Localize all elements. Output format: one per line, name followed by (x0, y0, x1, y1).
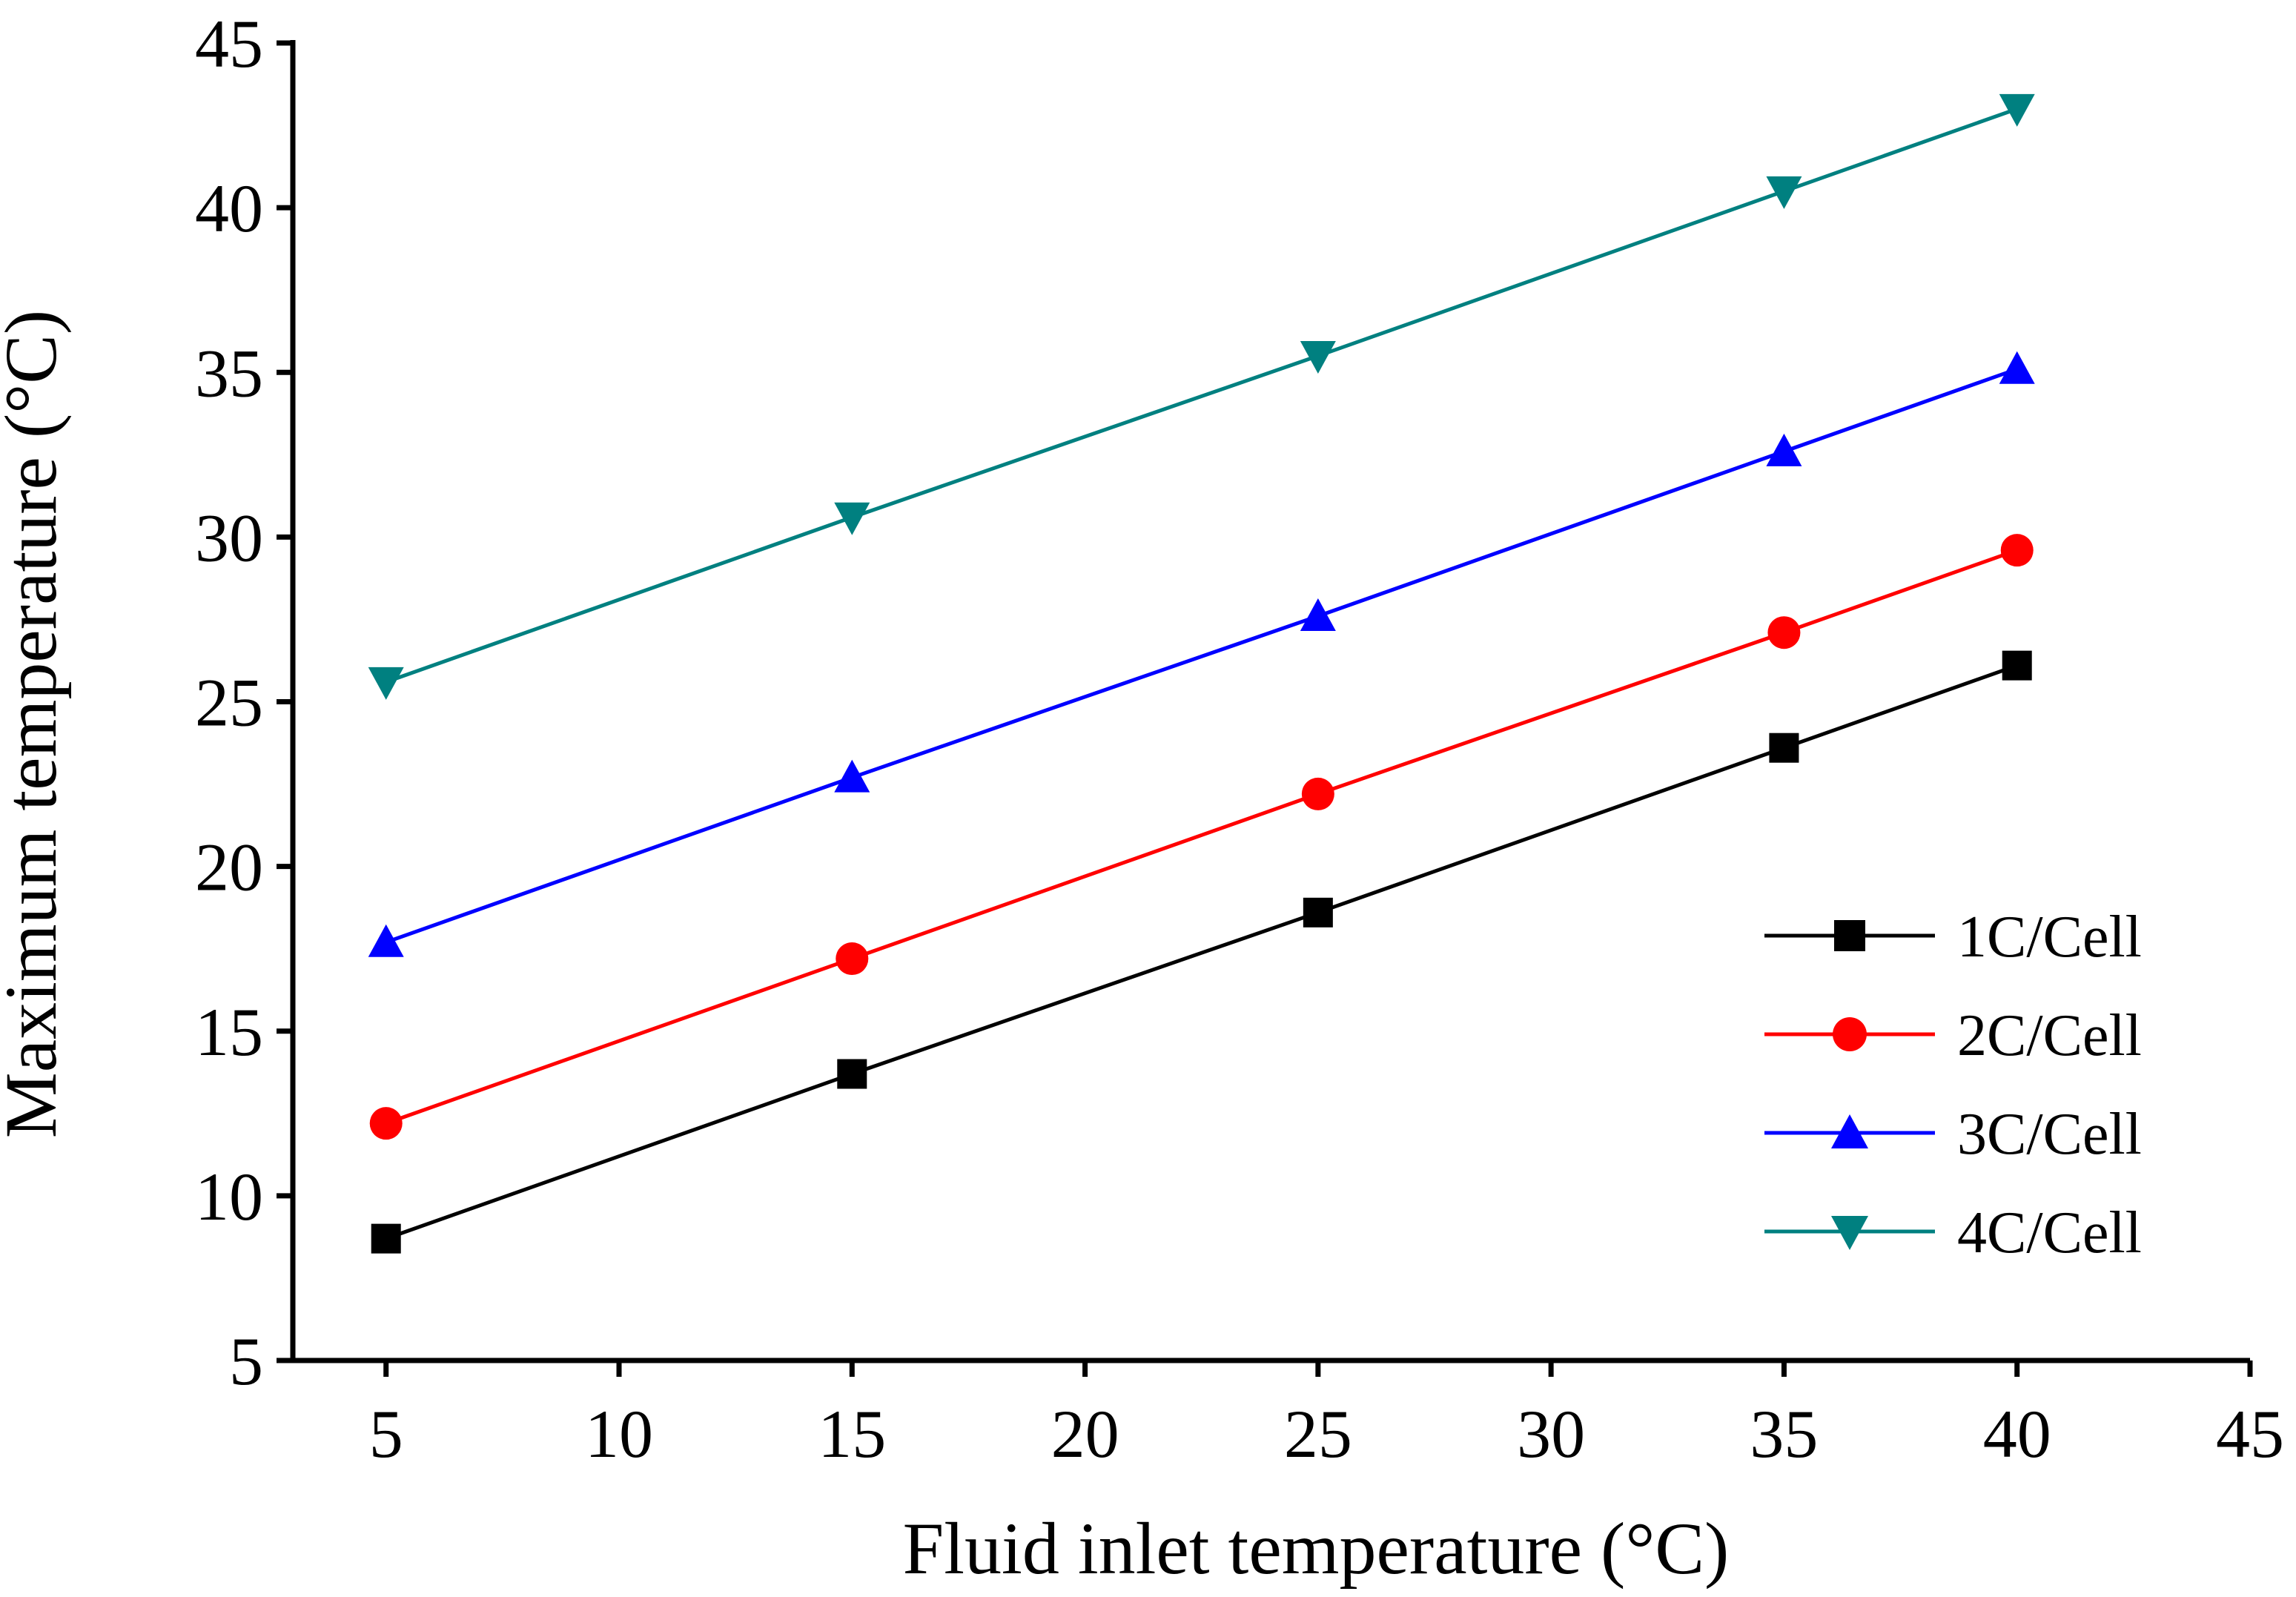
legend-marker-4 (1831, 1216, 1868, 1250)
series-4c-cell (368, 93, 2035, 700)
legend-label-2: 2C/Cell (1957, 1003, 2142, 1068)
legend-marker-3 (1831, 1114, 1868, 1148)
data-point-s3-x40 (1999, 351, 2035, 384)
data-point-s4-x5 (368, 667, 404, 700)
y-tick-label-30: 30 (195, 500, 263, 575)
series-line-4 (385, 107, 2018, 684)
legend-label-3: 3C/Cell (1957, 1102, 2142, 1167)
legend-marker-1 (1834, 920, 1865, 951)
legend-marker-2 (1833, 1017, 1867, 1051)
x-tick-label-15: 15 (818, 1396, 886, 1472)
y-tick-label-10: 10 (195, 1159, 263, 1234)
data-point-s3-x35 (1766, 433, 1802, 466)
x-tick-label-5: 5 (369, 1396, 403, 1472)
y-tick-label-15: 15 (195, 994, 263, 1070)
series-3c-cell (368, 351, 2035, 957)
data-point-s3-x15 (834, 759, 870, 793)
data-point-s4-x35 (1766, 176, 1802, 209)
y-tick-label-40: 40 (195, 171, 263, 246)
legend-item-1: 1C/Cell (1764, 905, 2142, 970)
data-point-s2-x5 (369, 1107, 403, 1140)
axes: 5 10 15 20 25 30 35 40 45 5 10 15 20 25 30 35 40 45 (195, 6, 2284, 1472)
x-axis-title: Fluid inlet temperature (°C) (903, 1507, 1730, 1590)
data-point-s2-x15 (836, 942, 869, 976)
data-point-s1-x35 (1769, 733, 1799, 763)
x-tick-label-45: 45 (2216, 1396, 2284, 1472)
y-tick-label-25: 25 (195, 665, 263, 741)
x-tick-label-20: 20 (1051, 1396, 1119, 1472)
data-point-s1-x25 (1303, 897, 1333, 928)
x-tick-label-30: 30 (1517, 1396, 1585, 1472)
legend-item-4: 4C/Cell (1764, 1200, 2142, 1266)
x-tick-label-10: 10 (585, 1396, 653, 1472)
data-point-s4-x40 (1999, 93, 2035, 127)
data-point-s3-x25 (1300, 598, 1336, 631)
series-2c-cell (369, 534, 2034, 1140)
y-tick-label-20: 20 (195, 830, 263, 905)
legend-item-2: 2C/Cell (1764, 1003, 2142, 1068)
legend-item-3: 3C/Cell (1764, 1102, 2142, 1167)
data-point-s2-x40 (2000, 534, 2034, 567)
y-tick-label-45: 45 (195, 6, 263, 82)
data-point-s3-x5 (368, 924, 404, 957)
data-point-s1-x15 (837, 1059, 867, 1089)
data-point-s4-x25 (1300, 341, 1336, 374)
legend-label-1: 1C/Cell (1957, 905, 2142, 970)
x-tick-label-25: 25 (1284, 1396, 1352, 1472)
y-axis-title: Maximum temperature (°C) (0, 310, 72, 1138)
x-tick-label-40: 40 (1983, 1396, 2051, 1472)
y-tick-label-35: 35 (195, 335, 263, 411)
data-point-s1-x40 (2002, 650, 2032, 681)
data-point-s1-x5 (371, 1223, 401, 1254)
series-layer (368, 93, 2035, 1254)
legend-label-4: 4C/Cell (1957, 1200, 2142, 1266)
series-1c-cell (371, 650, 2032, 1254)
x-tick-label-35: 35 (1750, 1396, 1818, 1472)
legend: 1C/Cell 2C/Cell 3C/Cell 4C/Cell (1764, 905, 2142, 1266)
data-point-s4-x15 (834, 502, 870, 535)
data-point-s2-x25 (1301, 777, 1334, 810)
data-point-s2-x35 (1767, 616, 1801, 649)
y-tick-label-5: 5 (229, 1323, 263, 1399)
